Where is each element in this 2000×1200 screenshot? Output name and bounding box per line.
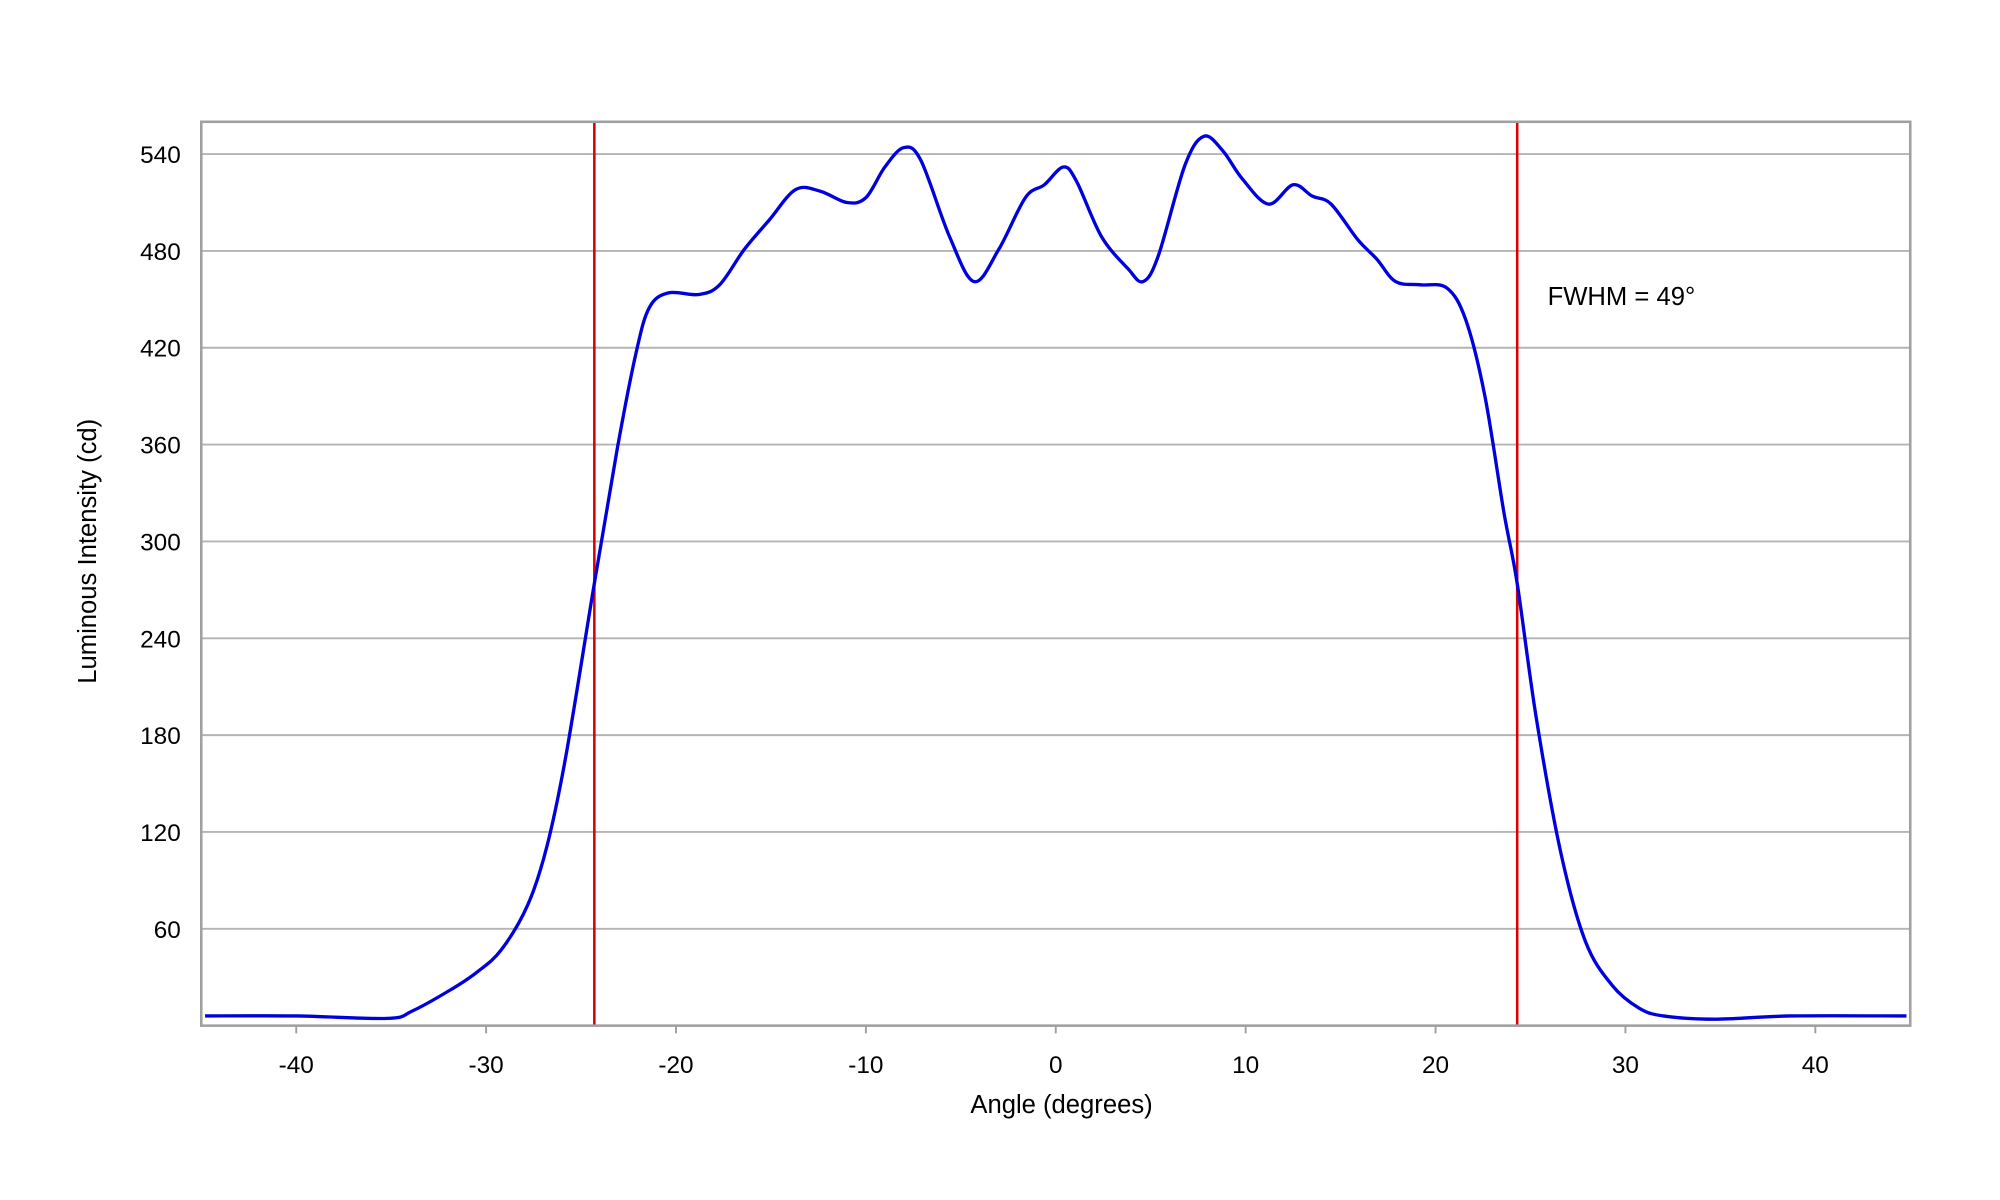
x-tick-label: -30 xyxy=(469,1052,504,1079)
x-tick-label: -40 xyxy=(279,1052,314,1079)
x-tick-label: 30 xyxy=(1612,1052,1639,1079)
y-tick-labels: 60 120 180 240 300 360 420 480 540 xyxy=(140,142,181,944)
x-tick-label: 40 xyxy=(1802,1052,1829,1079)
y-tick-label: 60 xyxy=(154,917,181,944)
gridlines xyxy=(201,153,1911,930)
x-tick-labels: -40 -30 -20 -10 0 10 20 30 40 xyxy=(279,1025,1829,1079)
y-tick-label: 540 xyxy=(140,142,181,169)
x-tick-label: 20 xyxy=(1422,1052,1449,1079)
plot-frame xyxy=(200,120,1912,1027)
y-tick-label: 420 xyxy=(140,336,181,363)
fwhm-annotation: FWHM = 49° xyxy=(1548,283,1696,311)
y-tick-label: 360 xyxy=(140,433,181,460)
y-tick-label: 480 xyxy=(140,239,181,266)
x-tick-label: -20 xyxy=(658,1052,693,1079)
series-line xyxy=(205,134,1907,1021)
y-tick-label: 240 xyxy=(140,626,181,653)
y-axis-label: Luminous Intensity (cd) xyxy=(74,419,102,684)
x-tick-label: 0 xyxy=(1049,1052,1063,1079)
y-tick-label: 180 xyxy=(140,723,181,750)
y-tick-label: 120 xyxy=(140,820,181,847)
x-tick-label: 10 xyxy=(1232,1052,1259,1079)
y-tick-label: 300 xyxy=(140,529,181,556)
x-axis-label: Angle (degrees) xyxy=(970,1091,1152,1119)
fwhm-lines xyxy=(593,121,1519,1026)
x-tick-label: -10 xyxy=(848,1052,883,1079)
